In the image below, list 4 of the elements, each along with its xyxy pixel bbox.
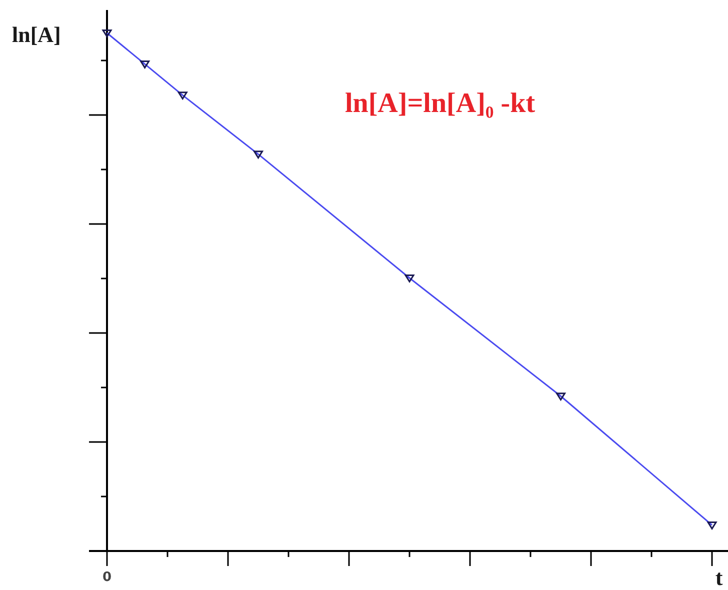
x-axis-title: t xyxy=(715,565,724,590)
annotation: ln[A]=ln[A]₀ -kt xyxy=(345,88,536,119)
text: 0 xyxy=(102,570,112,585)
y-axis-title: ln[A] xyxy=(12,22,61,47)
